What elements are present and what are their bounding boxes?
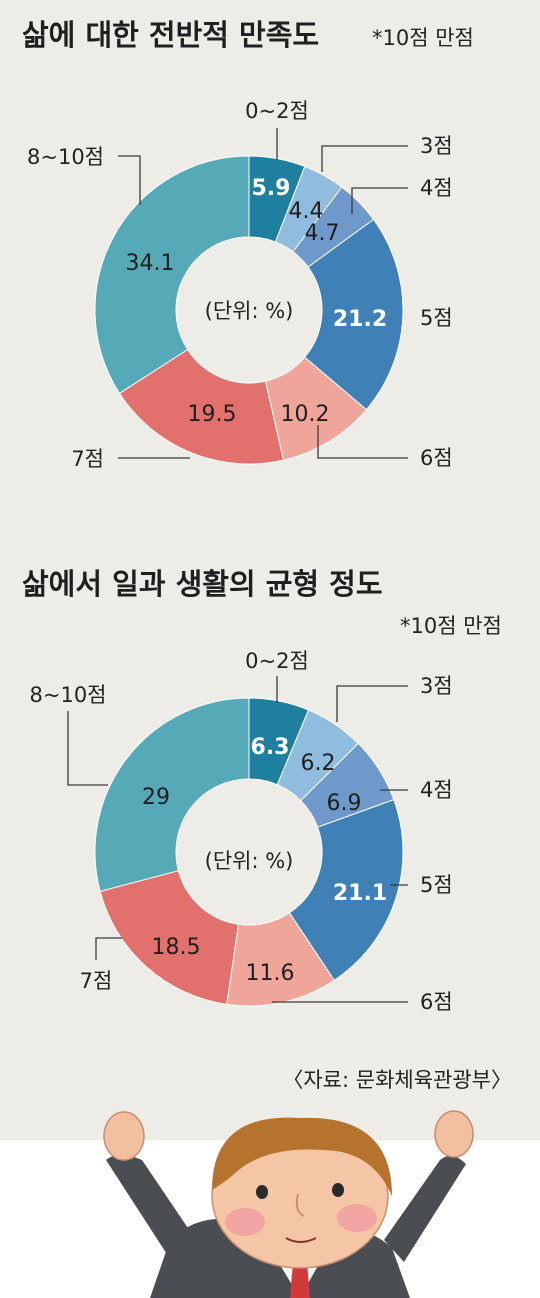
chart2-value-label-5: 18.5 [152, 935, 201, 960]
chart2-leader-1 [336, 685, 408, 722]
chart2-value-label-0: 6.3 [251, 735, 290, 760]
hair-icon [212, 1117, 392, 1196]
chart2-slice-3 [288, 798, 404, 981]
chart1-value-label-3: 21.2 [333, 307, 387, 332]
chart1-value-label-1: 4.4 [289, 199, 324, 224]
left-hand-icon [103, 1111, 145, 1161]
chart2-leader-6 [67, 711, 108, 786]
chart1-slice-6 [94, 155, 250, 395]
chart2-category-label-3: 5점 [420, 873, 453, 897]
right-hand-icon [434, 1110, 474, 1158]
chart1-note: *10점 만점 [372, 26, 474, 50]
chart2-leader-5 [95, 937, 122, 960]
chart1-leader-2 [351, 187, 408, 214]
chart1-value-label-5: 19.5 [188, 402, 237, 427]
left-cheek-icon [225, 1208, 265, 1236]
chart1-category-label-1: 3점 [420, 134, 453, 158]
chart1-leader-1 [321, 145, 408, 172]
chart2-donut: 0~2점 3점 4점 5점 6점 7점 8~10점 6.3 6.2 6.9 21.1 11.6 18.5… [30, 649, 453, 1014]
chart1-category-label-0: 0~2점 [245, 99, 309, 123]
right-arm-icon [384, 1155, 466, 1262]
chart2-category-label-5: 7점 [80, 969, 113, 993]
right-cheek-icon [337, 1204, 377, 1232]
chart2-value-label-4: 11.6 [246, 961, 295, 986]
chart1-category-label-6: 8~10점 [27, 145, 104, 169]
chart1-category-label-2: 4점 [420, 176, 453, 200]
chart2-slice-5 [99, 870, 240, 1005]
left-arm-icon [106, 1155, 196, 1262]
chart2-note: *10점 만점 [400, 614, 502, 638]
chart2-category-label-1: 3점 [420, 674, 453, 698]
chart1-value-label-4: 10.2 [281, 402, 330, 427]
chart1-value-label-0: 5.9 [252, 176, 291, 201]
chart2-category-label-0: 0~2점 [245, 649, 309, 673]
left-eye-icon [256, 1185, 268, 1199]
chart1-leader-4 [317, 425, 408, 459]
chart1-donut: 0~2점 3점 4점 5점 6점 7점 8~10점 5.94.44.7 21.2 10.2 19.5… [27, 99, 453, 471]
nose-icon [295, 1193, 305, 1217]
source-note: 〈자료: 문화체육관광부〉 [282, 1068, 512, 1092]
chart1-value-label-2: 4.7 [305, 221, 340, 246]
chart2-title: 삶에서 일과 생활의 균형 정도 [22, 567, 383, 601]
chart1-category-label-3: 5점 [420, 306, 453, 330]
chart2-unit-label: (단위: %) [205, 849, 294, 873]
chart2-category-label-4: 6점 [420, 990, 453, 1014]
right-eye-icon [332, 1183, 344, 1197]
chart1-category-label-5: 7점 [71, 447, 104, 471]
chart1-title: 삶에 대한 전반적 만족도 [22, 18, 319, 52]
chart1-leader-6 [118, 155, 141, 205]
chart1-slice-3 [303, 218, 404, 411]
chart2-value-label-2: 6.9 [327, 791, 362, 816]
chart2-category-label-2: 4점 [420, 778, 453, 802]
chart1-category-label-4: 6점 [420, 446, 453, 470]
mouth-icon [285, 1237, 317, 1243]
chart1-value-label-6: 34.1 [126, 251, 175, 276]
chart2-value-label-3: 21.1 [333, 881, 387, 906]
chart1-unit-label: (단위: %) [205, 299, 294, 323]
chart1-slice-5 [118, 348, 285, 465]
chart2-value-label-1: 6.2 [301, 751, 336, 776]
chart2-category-label-6: 8~10점 [30, 683, 107, 707]
necktie-icon [290, 1262, 310, 1298]
cheering-man-illustration [103, 1110, 474, 1298]
chart2-value-label-6: 29 [142, 785, 170, 810]
chart2-slice-6 [94, 697, 250, 893]
